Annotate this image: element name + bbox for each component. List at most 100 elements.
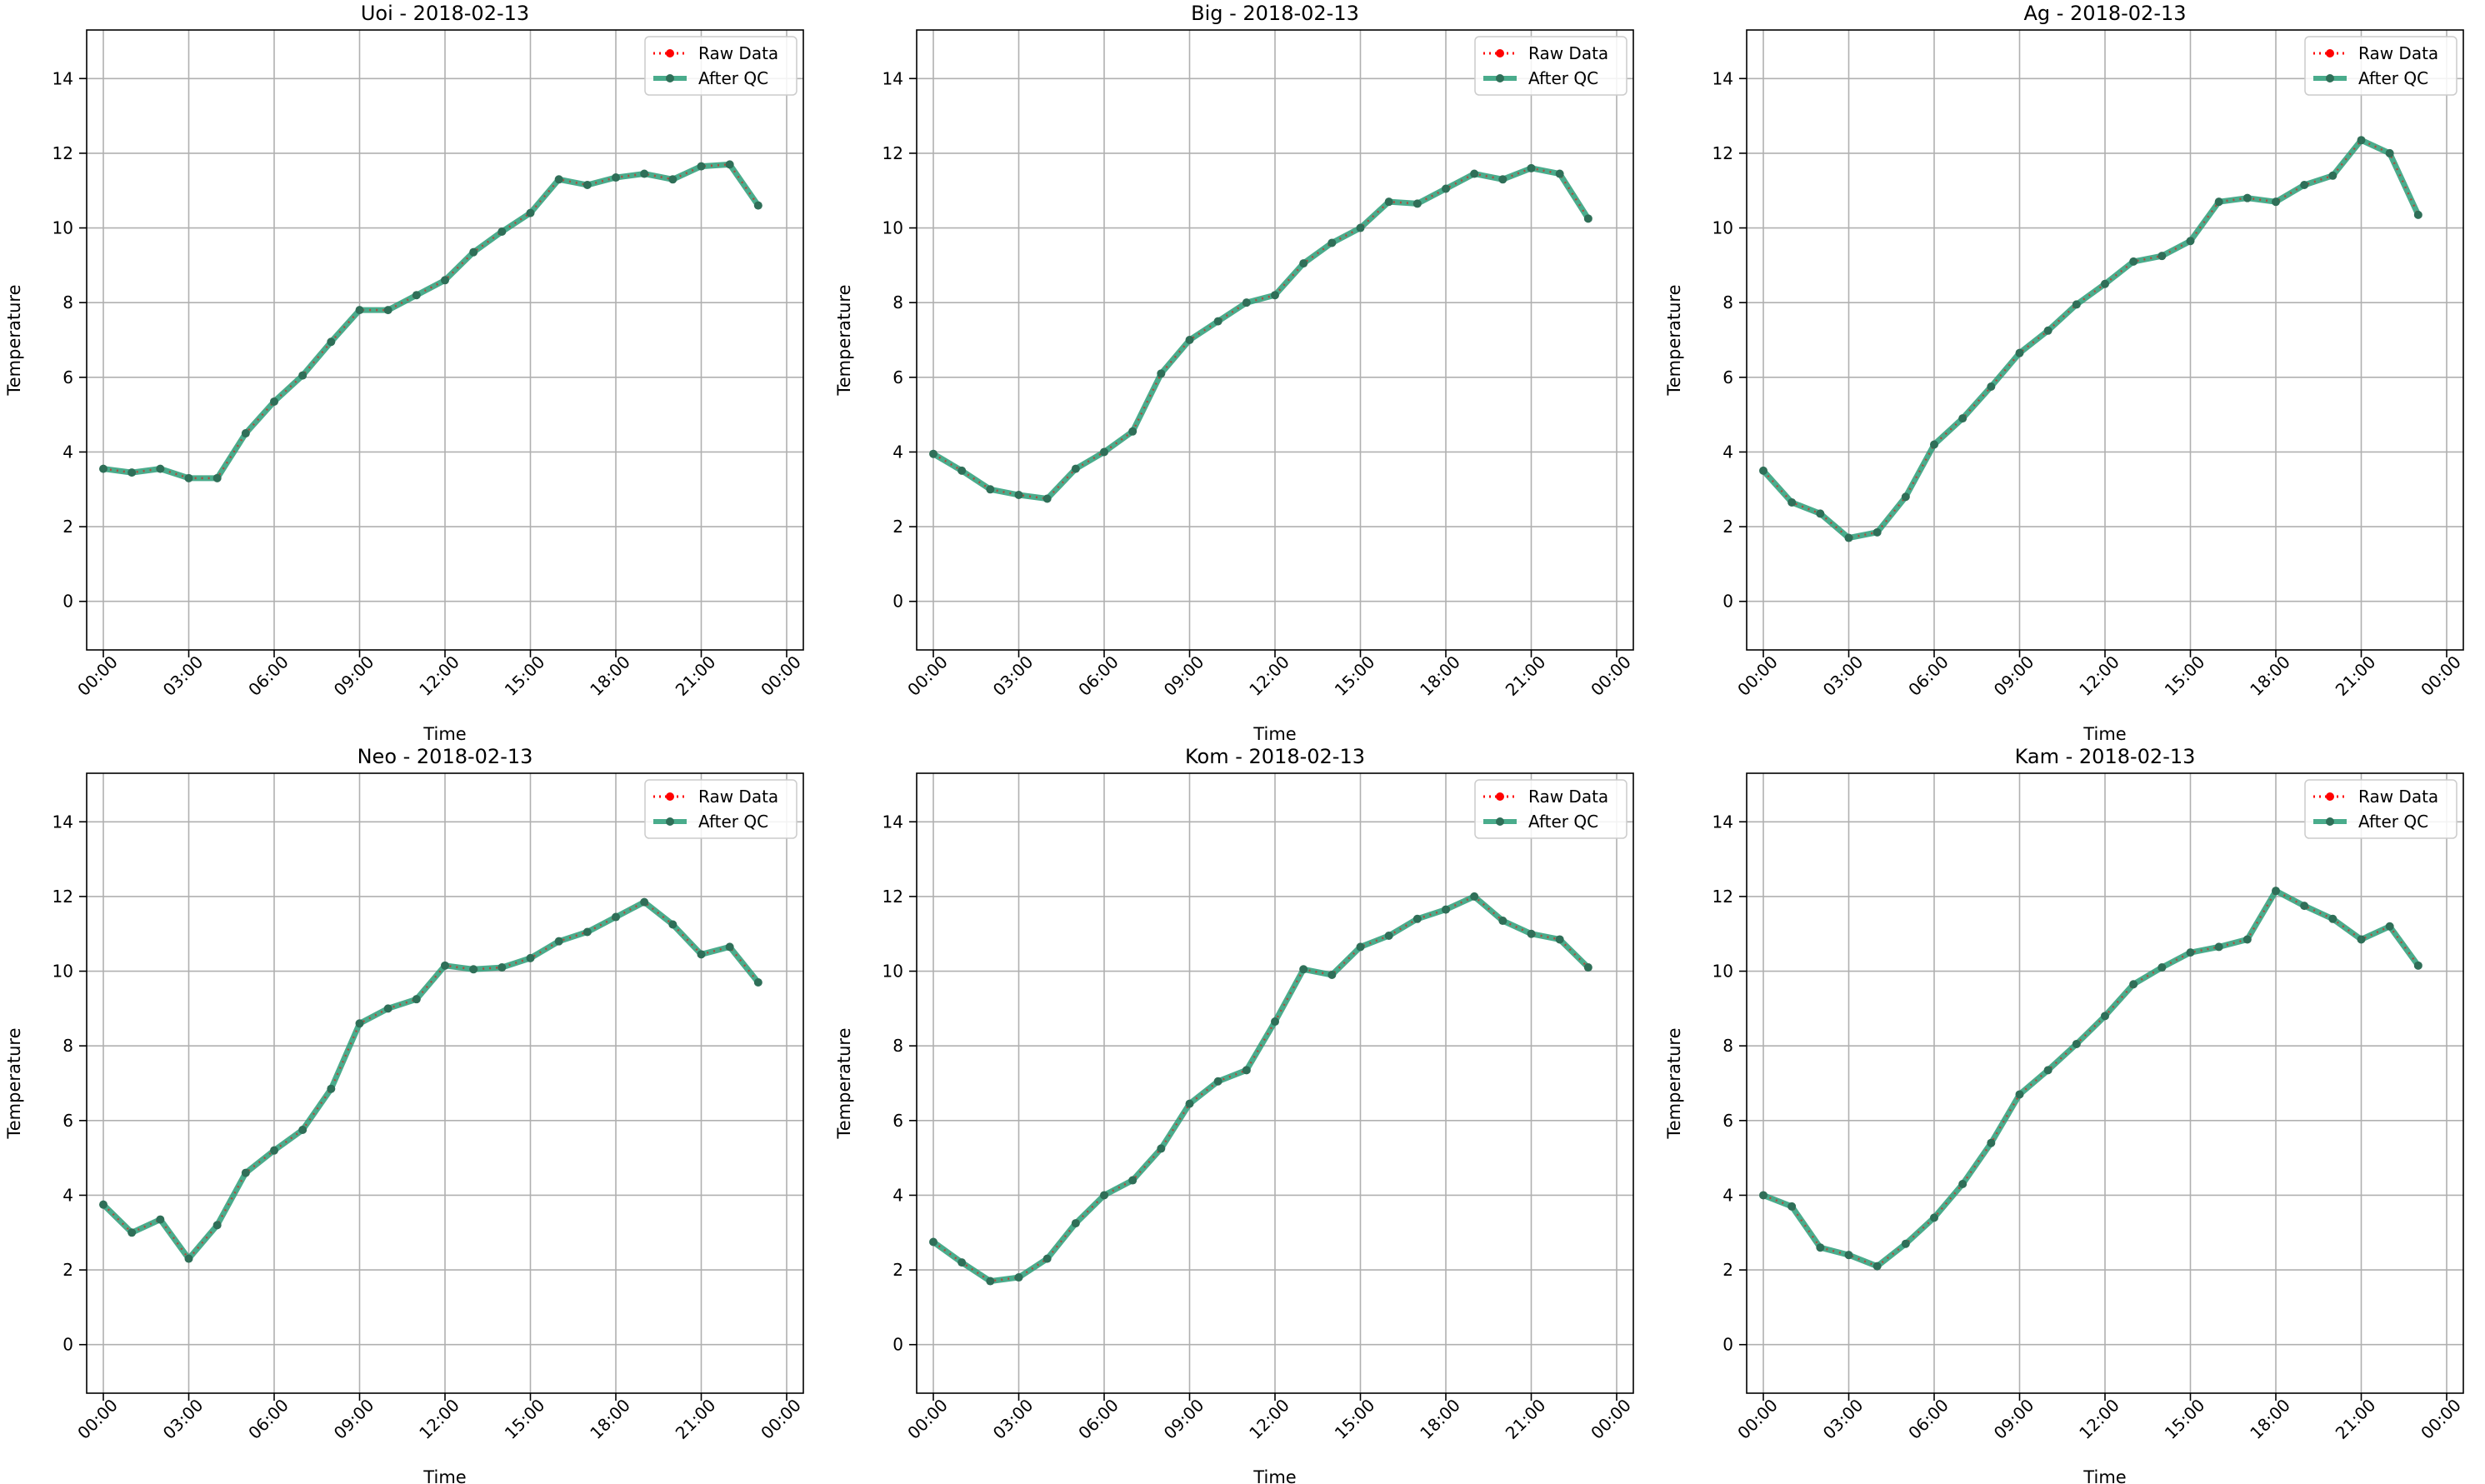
x-tick-label: 09:00 [330,652,378,700]
y-tick-label: 8 [1722,292,1733,312]
data-point [582,927,592,937]
y-tick-label: 8 [62,292,73,312]
y-tick-label: 0 [1722,592,1733,612]
data-point [1816,1243,1825,1252]
y-axis-label: Temperature [834,284,854,396]
x-tick-label: 03:00 [989,652,1038,700]
legend-raw-data-label: Raw Data [698,43,778,63]
data-point [1128,1176,1138,1185]
legend-after-qc-label: After QC [698,68,768,88]
data-point [1014,491,1023,499]
data-point [1872,1262,1882,1271]
data-point [327,1084,336,1093]
y-tick-label: 10 [1712,218,1733,238]
data-point [441,276,449,285]
y-tick-label: 4 [1722,442,1733,462]
data-point [128,1228,137,1237]
data-point [2043,326,2052,335]
y-tick-label: 4 [62,1185,73,1205]
data-point [1356,223,1365,232]
y-tick-label: 10 [1712,962,1733,982]
data-point [668,920,678,929]
x-tick-label: 12:00 [1245,1395,1293,1443]
y-tick-label: 0 [892,592,903,612]
data-point [2300,181,2309,189]
data-point [383,306,392,315]
y-tick-label: 10 [52,218,73,238]
data-point [640,897,649,907]
data-point [1042,1254,1052,1263]
subplot-5: 00:00 03:00 06:00 09:00 12:00 15:00 18:00 21:00… [834,745,1635,1484]
y-tick-label: 4 [892,442,903,462]
x-tick-label: 00:00 [903,1395,952,1443]
data-point [2242,935,2252,944]
data-point [184,473,193,482]
data-point [2072,300,2081,309]
data-point [554,937,563,946]
data-point [441,961,449,970]
data-point [1384,931,1393,940]
x-tick-label: 00:00 [73,652,122,700]
data-point [270,1146,278,1155]
x-tick-label: 03:00 [989,1395,1038,1443]
data-point [582,181,592,189]
x-tick-label: 00:00 [757,1395,805,1443]
legend-raw-data-label: Raw Data [1528,43,1608,63]
data-point [1100,1191,1108,1200]
y-tick-label: 14 [882,812,903,832]
data-point [2129,980,2138,989]
y-tick-label: 12 [882,887,903,907]
x-tick-label: 15:00 [501,652,549,700]
y-tick-label: 4 [62,442,73,462]
chart-title: Neo - 2018-02-13 [358,745,533,768]
y-tick-label: 8 [1722,1036,1733,1056]
chart-title: Kam - 2018-02-13 [2015,745,2196,768]
x-tick-label: 06:00 [1074,1395,1122,1443]
data-point [2015,348,2024,357]
x-tick-label: 21:00 [672,652,720,700]
data-point [1071,1219,1080,1228]
data-point [612,173,620,182]
x-axis-label: Time [1252,724,1296,744]
data-point [298,371,308,380]
x-axis-label: Time [2082,1467,2126,1484]
subplot-6: 00:00 03:00 06:00 09:00 12:00 15:00 18:00 21:00… [1664,745,2465,1484]
x-tick-label: 09:00 [1990,652,2038,700]
series-line-raw-data [102,901,759,1261]
data-point [1299,965,1308,974]
x-tick-label: 09:00 [1990,1395,2038,1443]
data-point [2101,1012,2109,1021]
data-point [1042,494,1052,503]
data-point [1788,1202,1797,1211]
legend-after-qc-marker [1496,74,1504,82]
x-tick-label: 06:00 [1074,652,1122,700]
data-point [725,942,734,952]
legend: Raw Data After QC [1474,779,1628,839]
legend-after-qc-marker [2326,817,2334,826]
y-tick-label: 2 [1722,1260,1733,1280]
data-point [526,208,535,217]
data-point [1271,1017,1279,1027]
y-tick-label: 12 [882,143,903,163]
data-point [1100,447,1108,457]
data-point [1901,492,1910,502]
y-tick-label: 14 [52,68,73,88]
data-point [1901,1239,1910,1248]
data-point [1583,214,1592,223]
data-point [1185,336,1194,344]
data-point [1412,199,1422,208]
legend-raw-data-marker [2326,792,2334,801]
x-tick-label: 18:00 [586,652,634,700]
legend: Raw Data After QC [1474,36,1628,96]
y-tick-label: 14 [1712,812,1733,832]
legend: Raw Data After QC [2304,779,2458,839]
y-tick-label: 14 [52,812,73,832]
data-point [2328,171,2338,180]
data-point [753,977,762,987]
data-point [1071,464,1080,473]
legend-raw-data-label: Raw Data [2358,43,2438,63]
subplot-1: 00:00 03:00 06:00 09:00 12:00 15:00 18:00 21:00… [4,2,805,744]
data-point [1412,914,1422,923]
legend-after-qc-label: After QC [698,812,768,832]
